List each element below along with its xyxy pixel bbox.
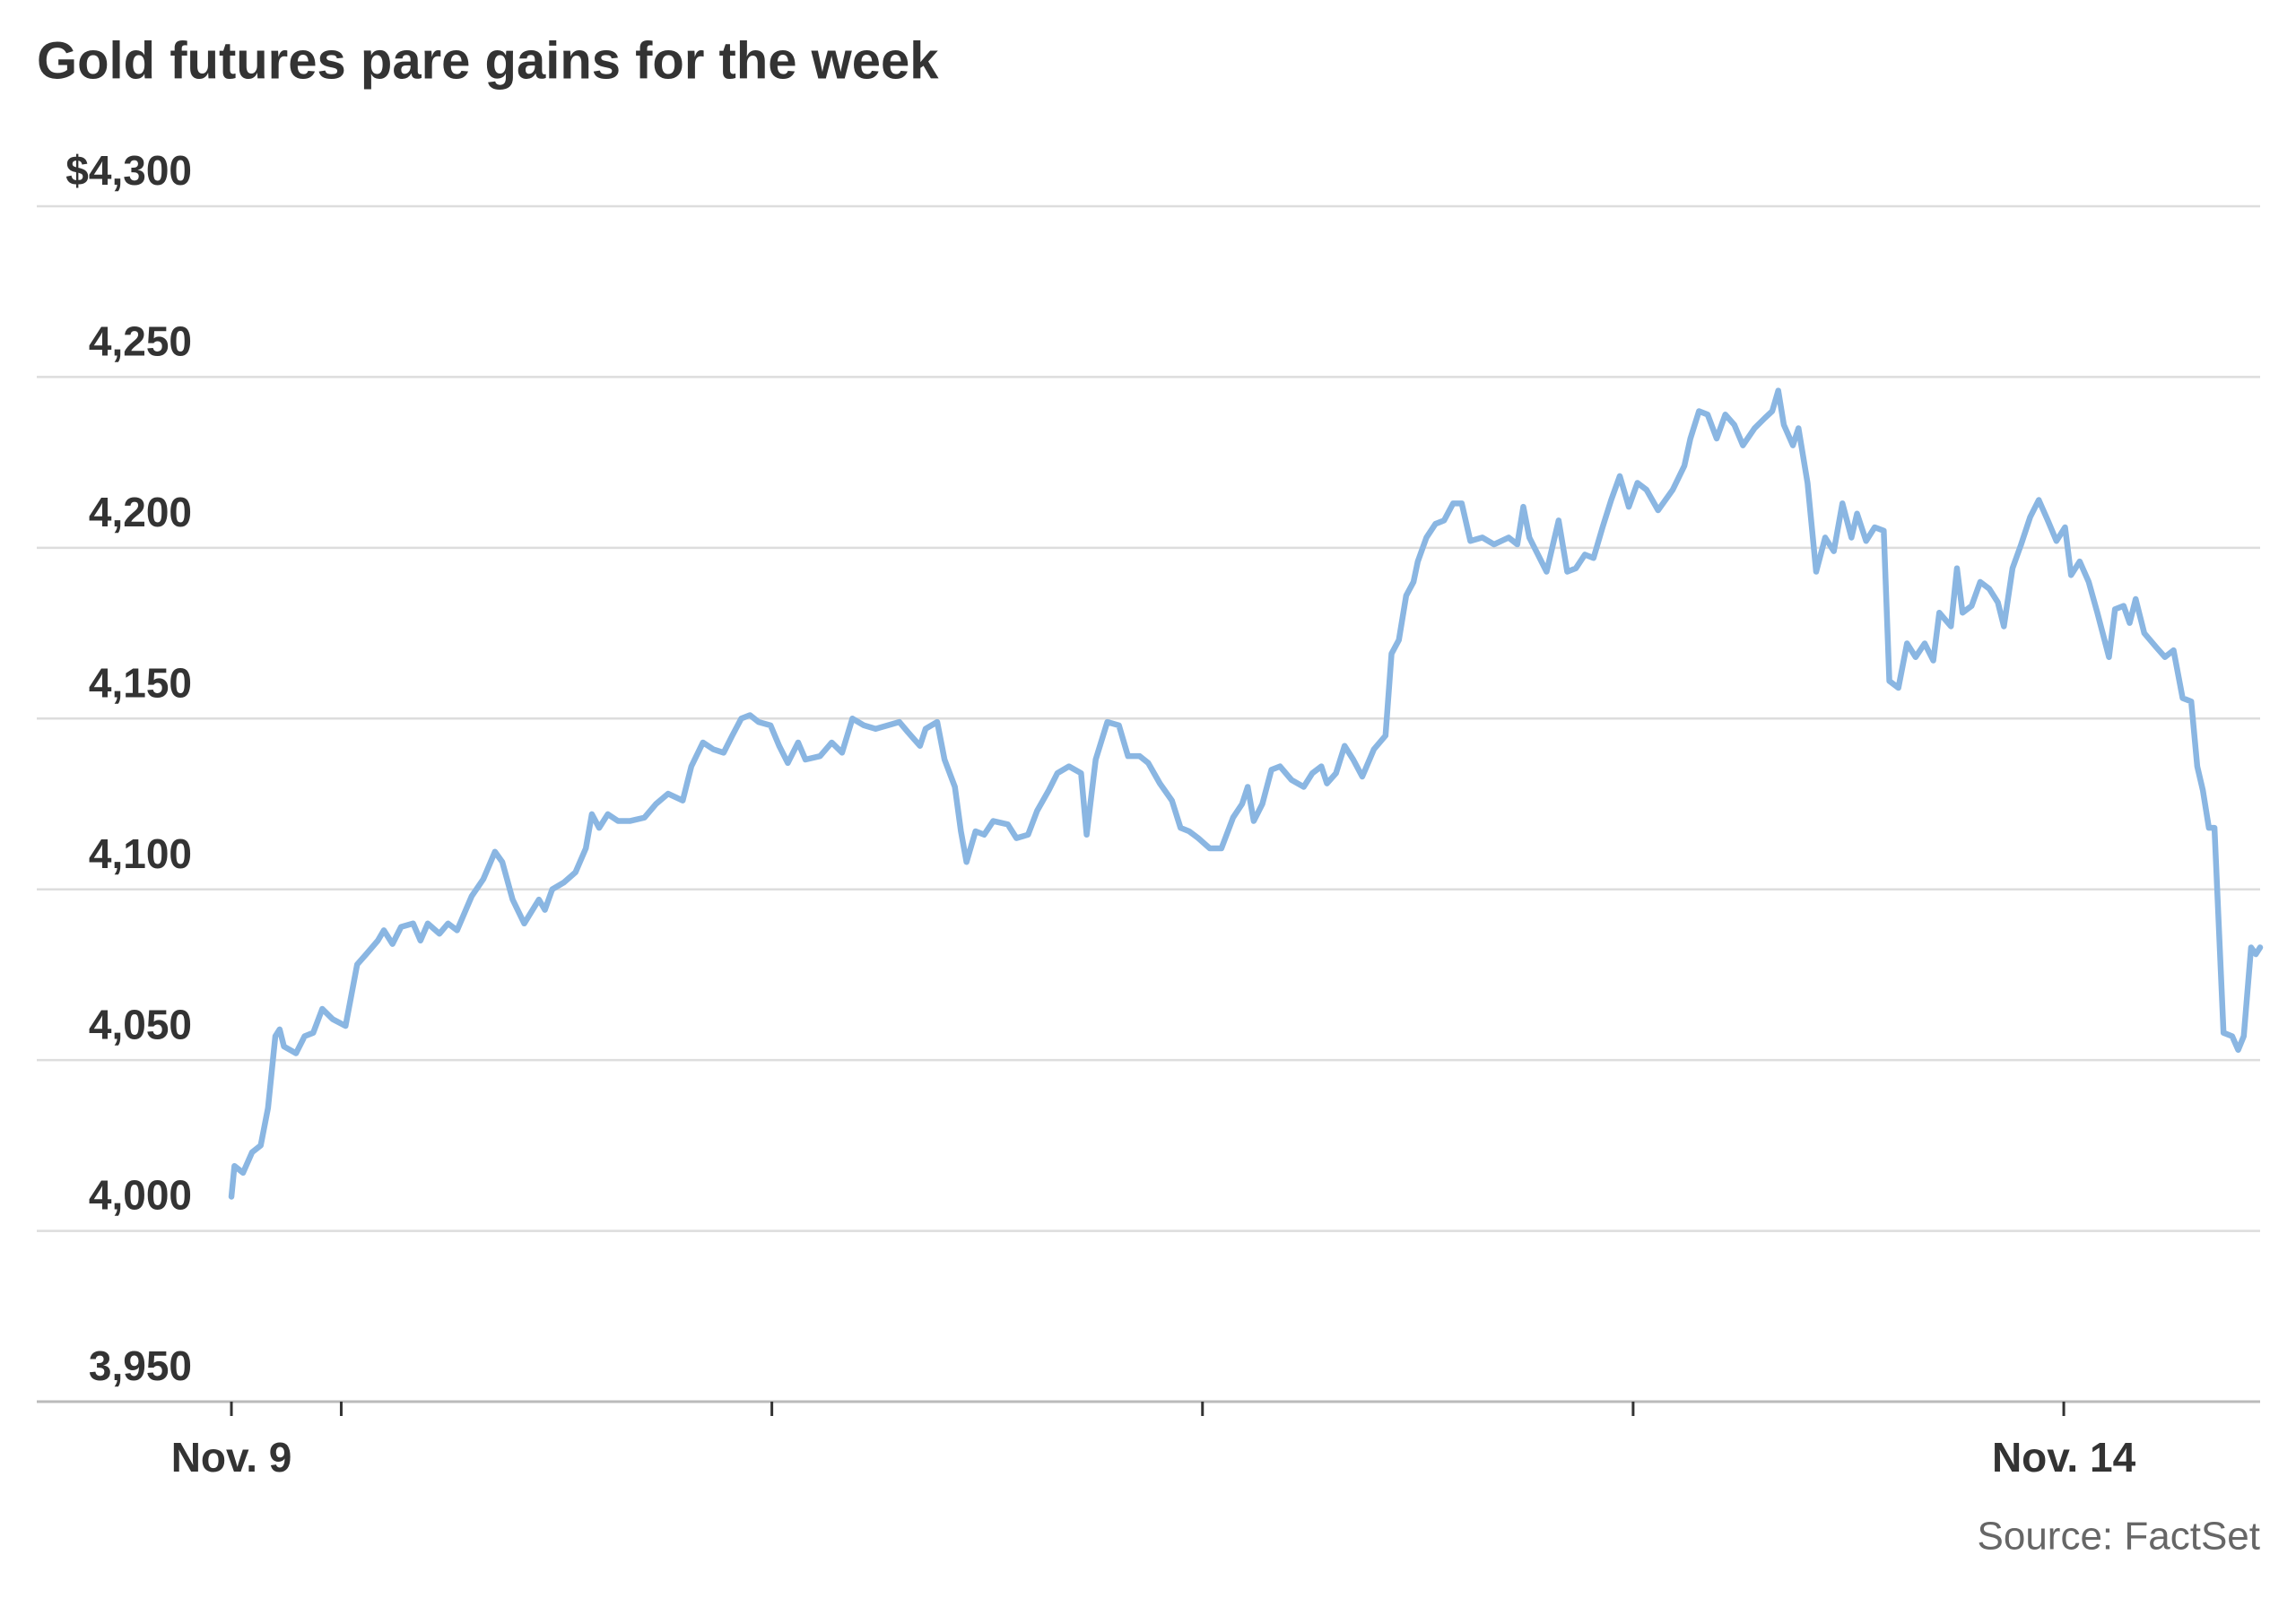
source-note: Source: FactSet (1978, 1515, 2260, 1559)
y-tick-label: 4,000 (89, 1172, 192, 1219)
y-tick-label: 4,200 (89, 489, 192, 535)
chart-title: Gold futures pare gains for the week (37, 31, 939, 90)
x-tick-label: Nov. 14 (1992, 1434, 2136, 1481)
y-tick-label: $4,300 (65, 147, 192, 194)
x-tick-label: Nov. 9 (171, 1434, 292, 1481)
price-line (228, 387, 2264, 1200)
y-tick-label: 4,050 (89, 1001, 192, 1047)
y-tick-label: 3,950 (89, 1342, 192, 1389)
y-tick-label: 4,100 (89, 830, 192, 877)
y-tick-label: 4,150 (89, 659, 192, 706)
y-tick-label: 4,250 (89, 318, 192, 365)
